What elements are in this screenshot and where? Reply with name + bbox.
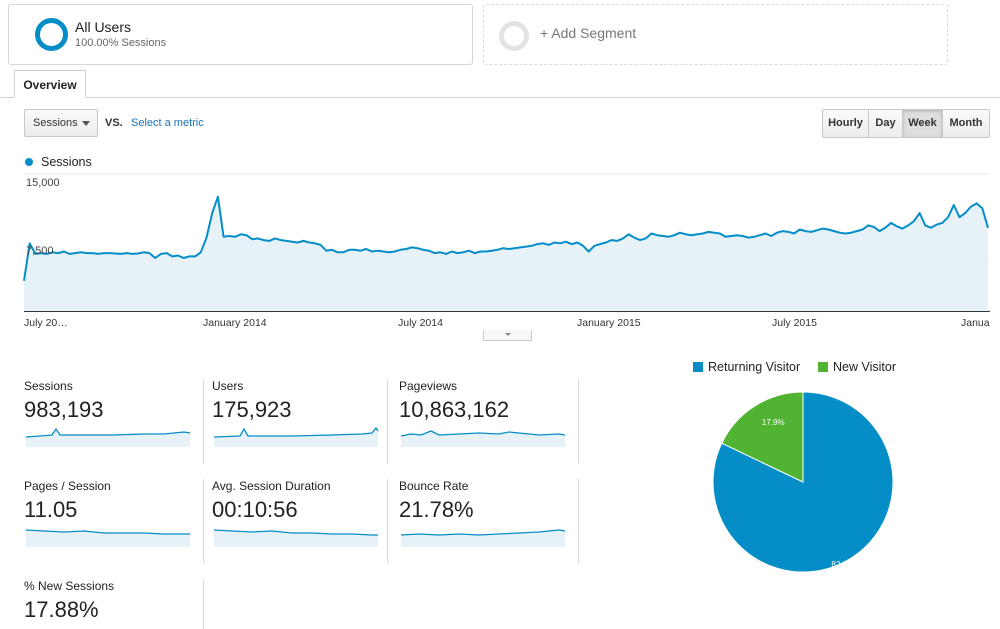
chevron-down-icon xyxy=(82,121,90,126)
scorecard-new-sessions[interactable]: % New Sessions 17.88% xyxy=(24,579,204,629)
segment-ring-icon xyxy=(35,18,68,51)
scorecard-label: Sessions xyxy=(24,379,73,393)
pie-legend-label: New Visitor xyxy=(833,360,896,374)
pie-legend-label: Returning Visitor xyxy=(708,360,801,374)
segment-subtitle: 100.00% Sessions xyxy=(75,37,167,49)
x-tick-label: January 2014 xyxy=(203,317,267,329)
legend-swatch xyxy=(693,362,703,372)
pie-slice-new-visitor[interactable] xyxy=(721,391,804,483)
sessions-area xyxy=(24,196,988,311)
card-divider xyxy=(203,579,204,629)
pie-slice-label: 82.1% xyxy=(831,560,854,569)
pie-slice-label: 17.9% xyxy=(762,418,785,427)
card-divider xyxy=(387,379,388,463)
add-segment-label: + Add Segment xyxy=(540,25,637,41)
scorecard-label: Bounce Rate xyxy=(399,479,469,493)
metric-dropdown-value: Sessions xyxy=(33,117,78,129)
y-tick-label: 15,000 xyxy=(26,177,60,189)
add-segment-button[interactable]: + Add Segment xyxy=(483,4,948,65)
tab-overview[interactable]: Overview xyxy=(14,70,86,98)
scorecard-pageviews[interactable]: Pageviews 10,863,162 xyxy=(399,379,579,463)
legend-swatch xyxy=(818,362,828,372)
scorecard-value: 983,193 xyxy=(24,397,104,422)
scorecard-value: 17.88% xyxy=(24,597,99,622)
x-tick-label: July 20… xyxy=(24,317,68,329)
scorecard-label: Pages / Session xyxy=(24,479,111,493)
metric-dropdown[interactable]: Sessions xyxy=(24,109,98,137)
sessions-line xyxy=(23,195,989,281)
granularity-day-button[interactable]: Day xyxy=(868,109,903,138)
visitor-type-pie-chart: 82.1% 17.9% xyxy=(712,391,894,573)
select-metric-link[interactable]: Select a metric xyxy=(131,117,204,129)
card-divider xyxy=(203,379,204,463)
sessions-legend-label: Sessions xyxy=(41,155,92,169)
scorecard-sessions[interactable]: Sessions 983,193 xyxy=(24,379,204,463)
card-divider xyxy=(578,479,579,563)
scorecard-value: 11.05 xyxy=(24,497,78,522)
scorecard-value: 175,923 xyxy=(212,397,292,422)
granularity-month-button[interactable]: Month xyxy=(942,109,990,138)
scorecard-users[interactable]: Users 175,923 xyxy=(212,379,388,463)
card-divider xyxy=(578,379,579,463)
empty-segment-ring-icon xyxy=(499,21,529,51)
pie-legend-new[interactable]: New Visitor xyxy=(818,360,896,374)
scorecard-bounce-rate[interactable]: Bounce Rate 21.78% xyxy=(399,479,579,563)
segment-title: All Users xyxy=(75,19,132,35)
users-sparkline xyxy=(213,426,379,447)
sessions-line-chart xyxy=(23,173,990,312)
chart-collapse-handle[interactable] xyxy=(483,330,532,341)
bounce-rate-sparkline xyxy=(400,529,566,547)
scorecard-label: Avg. Session Duration xyxy=(212,479,331,493)
x-tick-label: Janua xyxy=(961,317,990,329)
x-tick-label: July 2014 xyxy=(398,317,443,329)
scorecard-avg-session-duration[interactable]: Avg. Session Duration 00:10:56 xyxy=(212,479,388,563)
y-tick-label: 7,500 xyxy=(26,245,54,257)
avg-session-duration-sparkline xyxy=(213,529,378,547)
scorecard-label: % New Sessions xyxy=(24,579,115,593)
x-tick-label: July 2015 xyxy=(772,317,817,329)
tab-divider xyxy=(0,97,1000,98)
pages-per-session-sparkline xyxy=(25,529,190,547)
scorecard-label: Pageviews xyxy=(399,379,458,393)
segment-all-users[interactable]: All Users 100.00% Sessions xyxy=(8,4,473,65)
vs-label: VS. xyxy=(105,117,123,129)
pie-legend-returning[interactable]: Returning Visitor xyxy=(693,360,800,374)
scorecard-value: 00:10:56 xyxy=(212,497,298,522)
scorecard-label: Users xyxy=(212,379,244,393)
sessions-sparkline xyxy=(25,427,191,447)
scorecard-value: 10,863,162 xyxy=(399,397,510,422)
card-divider xyxy=(203,479,204,563)
x-tick-label: January 2015 xyxy=(577,317,641,329)
pageviews-sparkline xyxy=(400,430,566,447)
granularity-hourly-button[interactable]: Hourly xyxy=(822,109,869,138)
scorecard-pages-per-session[interactable]: Pages / Session 11.05 xyxy=(24,479,204,563)
granularity-week-button[interactable]: Week xyxy=(902,109,943,138)
scorecard-value: 21.78% xyxy=(399,497,474,522)
sessions-legend-dot xyxy=(25,158,33,166)
chevron-down-icon xyxy=(505,333,511,336)
card-divider xyxy=(387,479,388,563)
